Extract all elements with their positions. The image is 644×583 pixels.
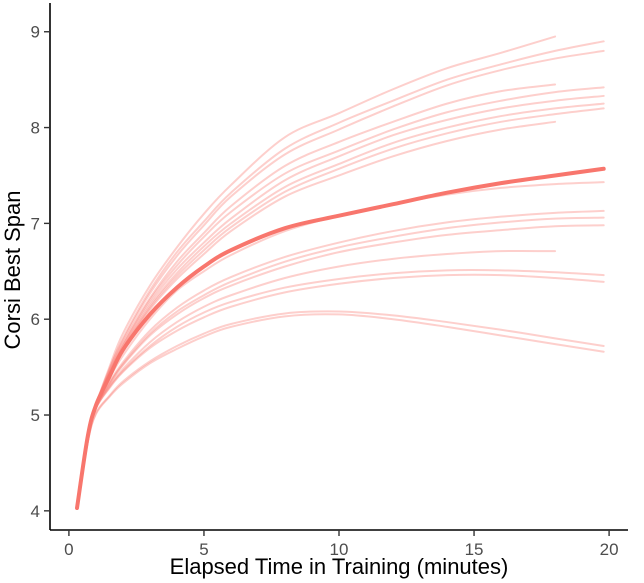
x-tick-label-0: 0	[64, 540, 73, 559]
individual-line-15	[76, 269, 605, 510]
y-tick-label-9: 9	[31, 23, 40, 42]
individual-line-1	[76, 35, 557, 510]
x-tick-label-20: 20	[600, 540, 619, 559]
y-tick-label-7: 7	[31, 214, 40, 233]
x-tick-label-15: 15	[465, 540, 484, 559]
individual-line-10	[76, 181, 605, 510]
individual-line-17	[76, 310, 605, 510]
x-axis-title: Elapsed Time in Training (minutes)	[170, 554, 509, 579]
mean-line	[75, 166, 606, 510]
individual-line-16	[76, 273, 605, 510]
individual-line-14	[76, 249, 557, 510]
y-axis-title: Corsi Best Span	[0, 191, 25, 350]
series-lines	[75, 35, 606, 510]
x-tick-label-5: 5	[199, 540, 208, 559]
y-tick-label-8: 8	[31, 119, 40, 138]
ticks: 0 5 10 15 20 4 5 6 7 8 9	[31, 23, 619, 559]
individual-line-12	[76, 216, 605, 510]
individual-line-13	[76, 224, 605, 510]
x-tick-label-10: 10	[330, 540, 349, 559]
y-tick-label-4: 4	[31, 502, 40, 521]
y-tick-label-5: 5	[31, 406, 40, 425]
y-tick-label-6: 6	[31, 310, 40, 329]
individual-line-18	[76, 313, 605, 510]
